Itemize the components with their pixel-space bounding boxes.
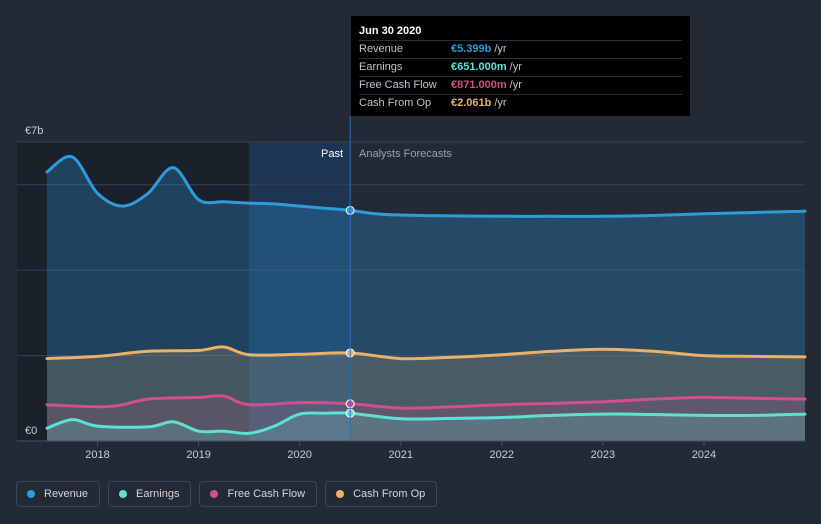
- x-tick-label: 2018: [85, 449, 109, 461]
- x-tick-label: 2020: [287, 449, 311, 461]
- tooltip-unit: /yr: [494, 97, 507, 109]
- legend-item-free-cash-flow[interactable]: Free Cash Flow: [199, 481, 318, 507]
- legend-item-cash-from-op[interactable]: Cash From Op: [325, 481, 438, 507]
- financials-chart: €7b €0 Past Analysts Forecasts 2018 2019 2…: [17, 116, 807, 461]
- legend-label: Earnings: [136, 488, 180, 500]
- tooltip-value: €5.399b: [451, 43, 492, 55]
- revenue-line: [45, 154, 807, 218]
- legend-item-revenue[interactable]: Revenue: [16, 481, 101, 507]
- revenue-area: [47, 156, 805, 441]
- legend-label: Cash From Op: [353, 488, 426, 500]
- y-tick-label-top: €7b: [25, 125, 43, 137]
- tooltip-row-revenue: Revenue €5.399b /yr: [359, 40, 682, 58]
- tooltip-value: €651.000m: [451, 61, 507, 73]
- x-tick-label: 2023: [591, 449, 615, 461]
- past-label: Past: [321, 148, 343, 160]
- x-tick-label: 2024: [692, 449, 716, 461]
- tooltip-value: €2.061b: [451, 97, 492, 109]
- cash-from-op-line: [45, 345, 807, 361]
- tooltip-row-free-cash-flow: Free Cash Flow €871.000m /yr: [359, 76, 682, 94]
- tooltip-unit: /yr: [494, 43, 507, 55]
- tooltip-label: Earnings: [359, 61, 403, 73]
- tooltip-value: €871.000m: [451, 79, 507, 91]
- tooltip-row-earnings: Earnings €651.000m /yr: [359, 58, 682, 76]
- tooltip: Jun 30 2020 Revenue €5.399b /yr Earnings…: [351, 16, 690, 116]
- forecast-label: Analysts Forecasts: [359, 148, 452, 160]
- tooltip-unit: /yr: [509, 79, 522, 91]
- cash-from-op-area: [47, 346, 805, 441]
- legend-label: Free Cash Flow: [227, 488, 306, 500]
- legend-dot-icon: [119, 490, 128, 498]
- x-tick-label: 2021: [388, 449, 412, 461]
- earnings-line: [45, 411, 807, 435]
- tooltip-unit: /yr: [509, 61, 522, 73]
- tooltip-date: Jun 30 2020: [359, 25, 422, 37]
- legend-item-earnings[interactable]: Earnings: [108, 481, 192, 507]
- legend: Revenue Earnings Free Cash Flow Cash Fro…: [16, 481, 438, 507]
- tooltip-label: Cash From Op: [359, 97, 432, 109]
- tooltip-label: Free Cash Flow: [359, 79, 437, 91]
- legend-dot-icon: [27, 490, 35, 498]
- y-tick-label-bottom: €0: [25, 425, 37, 437]
- legend-dot-icon: [210, 490, 219, 498]
- free-cash-flow-line: [45, 394, 807, 410]
- legend-label: Revenue: [44, 488, 89, 500]
- tooltip-label: Revenue: [359, 43, 404, 55]
- tooltip-row-cash-from-op: Cash From Op €2.061b /yr: [359, 94, 682, 112]
- x-tick-label: 2019: [186, 449, 210, 461]
- highlight-region: [249, 142, 351, 441]
- legend-dot-icon: [336, 490, 345, 498]
- x-tick-label: 2022: [490, 449, 514, 461]
